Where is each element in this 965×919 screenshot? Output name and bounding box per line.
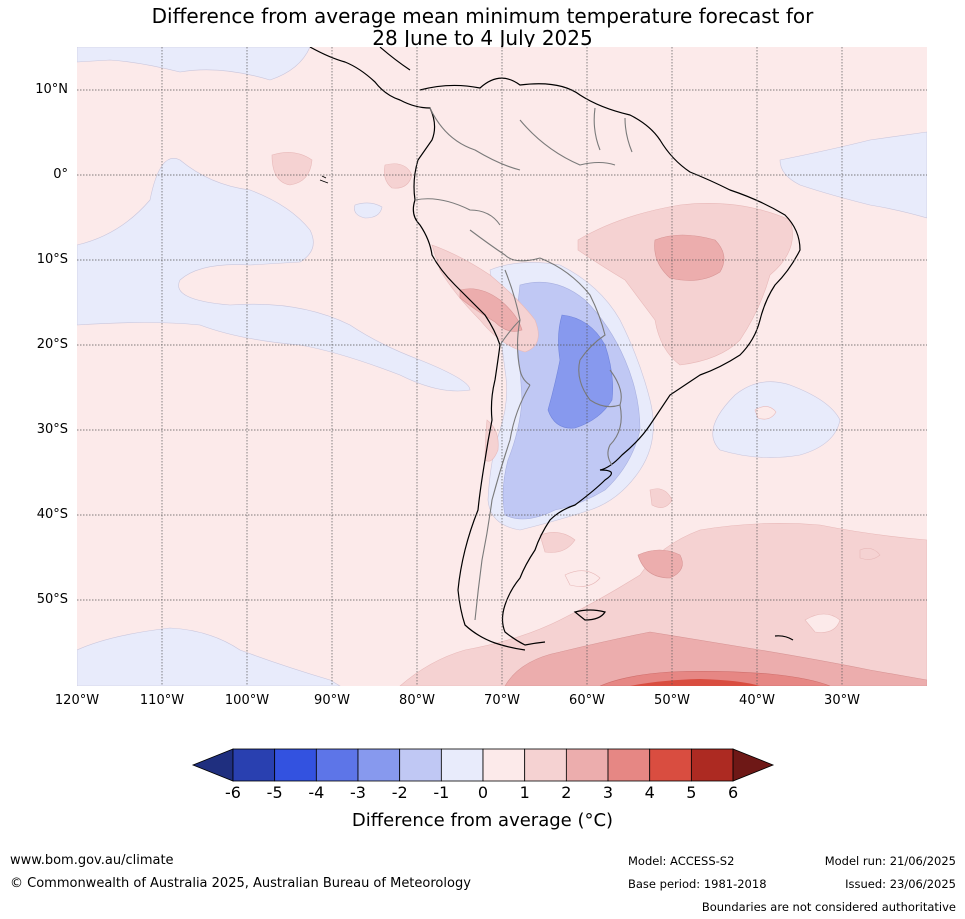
colorbar-cell bbox=[690, 748, 734, 782]
colorbar-cell bbox=[649, 748, 692, 782]
colorbar-cell bbox=[565, 748, 609, 782]
lon-label-40w: 40°W bbox=[739, 693, 775, 708]
map-title-line1: Difference from average mean minimum tem… bbox=[151, 4, 814, 28]
footer-url: www.bom.gov.au/climate bbox=[10, 853, 174, 868]
graticule bbox=[77, 47, 927, 686]
field-1-2-northwest bbox=[271, 152, 313, 186]
colorbar-tick-label: 0 bbox=[477, 783, 489, 802]
border-colombia-peru bbox=[414, 198, 501, 226]
border-bolivia-brazil bbox=[539, 257, 606, 361]
colorbar-cell bbox=[482, 748, 526, 782]
colorbar-cell bbox=[315, 748, 359, 782]
colorbar-tick-label: 3 bbox=[602, 783, 614, 802]
colorbar-tick-label: -5 bbox=[266, 783, 283, 802]
colorbar-tick-label: 1 bbox=[519, 783, 530, 802]
central-america-coast bbox=[309, 47, 436, 161]
field-1-2-patagonia bbox=[539, 532, 576, 553]
coastlines bbox=[309, 47, 801, 651]
border-argentina-chile bbox=[474, 384, 531, 621]
field-0-1-island-b bbox=[804, 613, 841, 633]
lon-label-30w: 30°W bbox=[824, 693, 860, 708]
colorbar-arrow-high bbox=[732, 748, 775, 782]
colorbar-cells bbox=[191, 748, 775, 782]
field-1-2-colombia bbox=[384, 163, 413, 189]
lon-label-90w: 90°W bbox=[314, 693, 350, 708]
colorbar-tick-label: -4 bbox=[308, 783, 325, 802]
footer-issued: Issued: 23/06/2025 bbox=[845, 877, 956, 891]
field-4-5 bbox=[630, 679, 760, 686]
field-2-3-atlantic bbox=[637, 549, 683, 579]
footer-base-period: Base period: 1981-2018 bbox=[628, 877, 767, 891]
colorbar-cell bbox=[232, 748, 276, 782]
border-colombia-venezuela bbox=[429, 107, 521, 171]
country-borders bbox=[414, 107, 633, 621]
lat-label-40s: 40°S bbox=[36, 507, 68, 522]
lat-label-10n: 10°N bbox=[35, 82, 68, 97]
field-2-3-andes bbox=[459, 288, 523, 332]
border-peru-brazil bbox=[469, 229, 541, 262]
lat-label-0: 0° bbox=[53, 167, 68, 182]
field-0-1-island-a bbox=[564, 570, 601, 587]
galapagos bbox=[319, 175, 329, 184]
field-neg1-0-pacific-small bbox=[354, 202, 383, 219]
colorbar-tick-label: -3 bbox=[350, 783, 366, 802]
colorbar-tick-label: 5 bbox=[686, 783, 697, 802]
pacific-coast bbox=[412, 159, 526, 651]
field-1-2-brazil bbox=[577, 203, 793, 366]
colorbar-cell bbox=[524, 748, 567, 782]
lat-label-50s: 50°S bbox=[36, 592, 68, 607]
map-title-line2: 28 June to 4 July 2025 bbox=[372, 26, 593, 50]
colorbar-tick-label: 6 bbox=[727, 783, 739, 802]
lon-label-100w: 100°W bbox=[224, 693, 270, 708]
footer-model: Model: ACCESS-S2 bbox=[628, 854, 735, 868]
lon-label-120w: 120°W bbox=[54, 693, 100, 708]
colorbar-cell bbox=[440, 748, 484, 782]
lon-label-60w: 60°W bbox=[569, 693, 605, 708]
colorbar-cell bbox=[399, 748, 442, 782]
field-1-2-ne-atlantic bbox=[859, 548, 881, 560]
colorbar-tick-label: -6 bbox=[225, 783, 241, 802]
field-0-1-island-c bbox=[754, 406, 777, 420]
border-bolivia-chile bbox=[516, 319, 531, 386]
field-neg1-0-east-atlantic bbox=[712, 381, 841, 458]
lat-label-10s: 10°S bbox=[36, 252, 68, 267]
border-guianas bbox=[593, 107, 633, 153]
lat-label-20s: 20°S bbox=[36, 337, 68, 352]
colorbar-tick-label: 2 bbox=[561, 783, 572, 802]
field-neg1-0-east-north bbox=[779, 131, 927, 219]
colorbar-tick-label: -1 bbox=[433, 783, 450, 802]
colorbar-arrow-low bbox=[191, 748, 234, 782]
lon-label-80w: 80°W bbox=[399, 693, 435, 708]
lon-label-70w: 70°W bbox=[484, 693, 520, 708]
field-2-3-south bbox=[504, 631, 927, 686]
lon-label-50w: 50°W bbox=[654, 693, 690, 708]
south-georgia bbox=[774, 635, 794, 641]
field-neg1-0-southwest bbox=[77, 627, 341, 686]
caribbean-coast bbox=[379, 47, 801, 646]
colorbar-cell bbox=[607, 748, 651, 782]
footer-disclaimer: Boundaries are not considered authoritat… bbox=[701, 900, 956, 914]
colorbar-tick-label: -2 bbox=[391, 783, 408, 802]
footer-model-run: Model run: 21/06/2025 bbox=[824, 854, 956, 868]
field-neg1-0-north bbox=[77, 47, 311, 81]
border-venezuela-brazil bbox=[519, 119, 616, 166]
border-paraguay bbox=[578, 359, 622, 408]
colorbar-cell bbox=[357, 748, 401, 782]
border-uruguay bbox=[607, 404, 622, 466]
lon-label-110w: 110°W bbox=[139, 693, 185, 708]
colorbar-label: Difference from average (°C) bbox=[351, 810, 614, 831]
colorbar-tick-label: 4 bbox=[644, 783, 655, 802]
colorbar-cell bbox=[274, 748, 317, 782]
field-1-2-south-atlantic bbox=[399, 523, 927, 686]
footer-copyright: © Commonwealth of Australia 2025, Austra… bbox=[10, 876, 471, 891]
falklands bbox=[573, 609, 606, 621]
lat-label-30s: 30°S bbox=[36, 422, 68, 437]
